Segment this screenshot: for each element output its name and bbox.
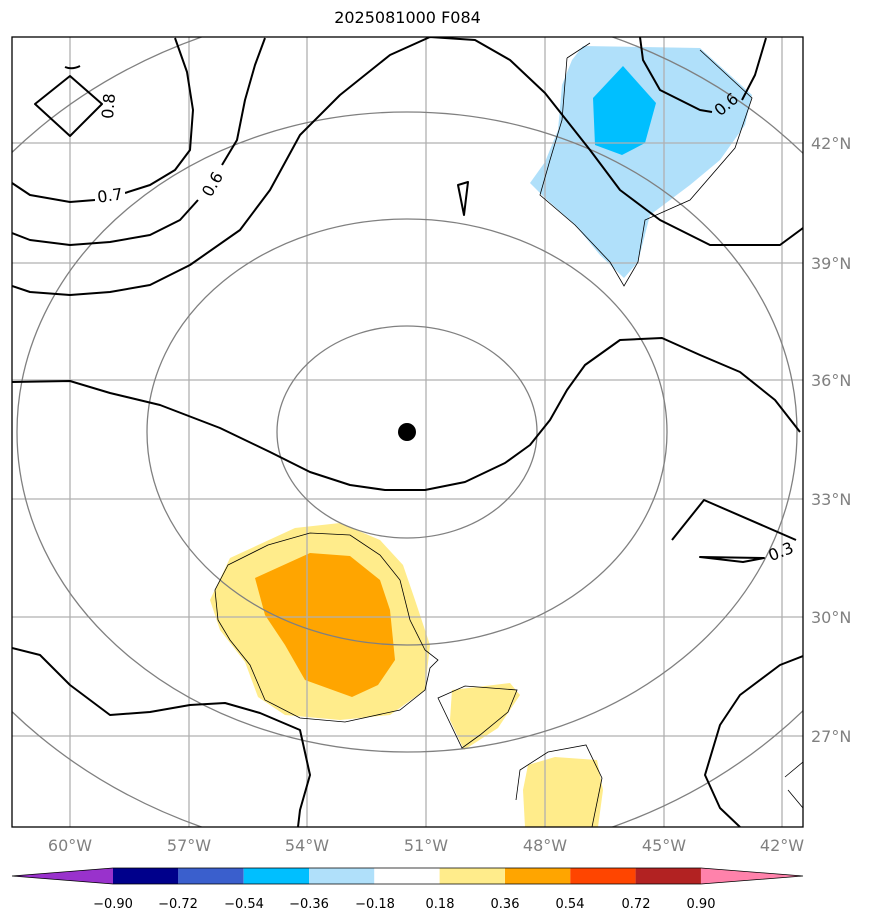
colorbar-cell	[505, 868, 571, 884]
range-ring-1	[276, 325, 538, 539]
contour-se	[704, 655, 803, 827]
lon-label-60w: 60°W	[48, 836, 92, 855]
lat-label-27n: 27°N	[811, 727, 851, 746]
khaki-region-south	[523, 757, 603, 827]
lon-label-45w: 45°W	[642, 836, 686, 855]
colorbar-cell	[243, 868, 310, 884]
graticule	[12, 37, 803, 827]
colorbar-cell	[570, 868, 636, 884]
colorbar-tick-label: −0.18	[355, 897, 395, 912]
colorbar-extend-low	[12, 868, 113, 884]
map-panel: 0.7 0.8 0.6 0.6 0.3	[12, 37, 803, 827]
colorbar-tick-label: −0.36	[289, 897, 329, 912]
colorbar-outline	[11, 867, 804, 885]
contour-label-0-7: 0.7	[96, 184, 124, 206]
colorbar-extend-high	[701, 868, 803, 884]
colorbar-tick-labels: −0.90 −0.72 −0.54 −0.36 −0.18 0.18 0.36 …	[93, 897, 715, 912]
colorbar-tick-label: −0.90	[93, 897, 133, 912]
colorbar-tick-label: 0.72	[622, 897, 651, 912]
contour-0-7	[12, 37, 194, 203]
colorbar-cells	[11, 867, 804, 885]
anomaly-shading	[210, 46, 752, 827]
lon-label-54w: 54°W	[285, 836, 329, 855]
orange-region	[255, 553, 395, 697]
colorbar-tick-label: 0.54	[556, 897, 585, 912]
lon-label-42w: 42°W	[760, 836, 804, 855]
colorbar: −0.90 −0.72 −0.54 −0.36 −0.18 0.18 0.36 …	[11, 867, 804, 912]
contour-0-5	[12, 37, 803, 296]
contour-0-8-top	[64, 65, 81, 70]
colorbar-cell	[309, 868, 375, 884]
map-title: 2025081000 F084	[334, 8, 481, 27]
contour-0-8-box	[34, 75, 103, 137]
contour-0-4	[12, 337, 801, 491]
lon-label-48w: 48°W	[523, 836, 567, 855]
longitude-labels: 60°W 57°W 54°W 51°W 48°W 45°W 42°W	[48, 836, 804, 855]
colorbar-tick-label: 0.18	[426, 897, 455, 912]
lon-label-57w: 57°W	[167, 836, 211, 855]
lat-label-30n: 30°N	[811, 608, 851, 627]
colorbar-cell	[439, 868, 505, 884]
lat-label-39n: 39°N	[811, 254, 851, 273]
range-ring-3	[16, 111, 798, 753]
lon-label-51w: 51°W	[404, 836, 448, 855]
colorbar-tick-label: 0.90	[687, 897, 716, 912]
deep-blue-region	[593, 66, 656, 155]
light-blue-region	[530, 46, 752, 278]
contour-0-3	[671, 499, 797, 563]
contour-0-6-right	[639, 37, 767, 113]
range-rings	[12, 37, 803, 827]
map-frame	[11, 36, 804, 828]
colorbar-tick-label: −0.54	[224, 897, 264, 912]
latitude-labels: 42°N 39°N 36°N 33°N 30°N 27°N	[811, 134, 851, 746]
lat-label-33n: 33°N	[811, 490, 851, 509]
contour-0-6-left	[12, 37, 266, 246]
contour-wedge	[457, 181, 469, 216]
colorbar-tick-label: −0.72	[158, 897, 198, 912]
khaki-region-small	[450, 683, 520, 750]
range-ring-2	[146, 218, 668, 646]
lat-label-42n: 42°N	[811, 134, 851, 153]
shading-outlines	[214, 42, 803, 827]
contour-sw	[12, 647, 311, 827]
lat-label-36n: 36°N	[811, 371, 851, 390]
colorbar-cell	[635, 868, 701, 884]
colorbar-cell	[178, 868, 244, 884]
storm-center-dot	[398, 423, 416, 441]
contour-label-0-8: 0.8	[98, 93, 119, 120]
colorbar-cell	[374, 868, 440, 884]
colorbar-cell	[113, 868, 179, 884]
colorbar-tick-label: 0.36	[491, 897, 520, 912]
contour-lines	[12, 37, 803, 827]
